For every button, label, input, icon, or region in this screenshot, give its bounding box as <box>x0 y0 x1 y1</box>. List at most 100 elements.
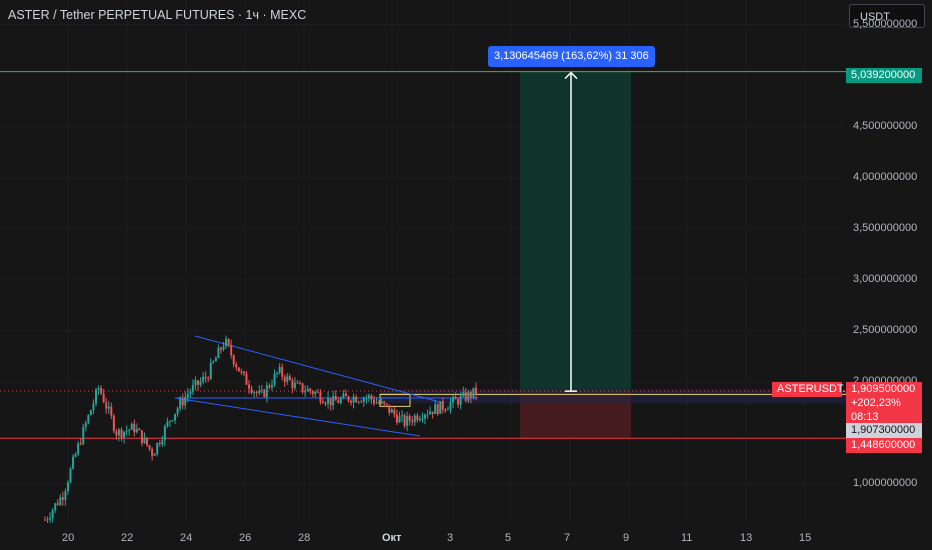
candle <box>449 398 452 414</box>
measure-arrow-head <box>564 71 578 80</box>
candle <box>250 385 253 395</box>
candle <box>398 411 401 424</box>
candle <box>390 407 393 413</box>
candle <box>163 424 166 447</box>
candle <box>265 381 268 403</box>
candle <box>184 391 187 410</box>
candle <box>186 387 189 403</box>
candle <box>166 417 169 428</box>
candle <box>355 394 358 403</box>
candle <box>66 479 69 495</box>
candle <box>462 386 465 398</box>
level-1-tag: 1,907300000 <box>846 423 922 438</box>
level-2-tag: 1,448600000 <box>846 438 922 453</box>
symbol-tag: ASTERUSDT.P <box>772 382 853 397</box>
candle <box>378 399 381 405</box>
candle <box>61 491 64 506</box>
candle <box>350 399 353 406</box>
candle <box>112 413 115 434</box>
candle <box>403 413 406 429</box>
candle <box>408 413 411 426</box>
candle <box>426 409 429 419</box>
candle <box>130 422 133 430</box>
candle <box>306 385 309 392</box>
candle <box>222 341 225 352</box>
time-axis-tick: 22 <box>121 532 134 544</box>
candle <box>140 430 143 447</box>
candle <box>242 370 245 376</box>
candle <box>439 401 442 415</box>
time-axis-tick: 26 <box>239 532 252 544</box>
candle <box>161 435 164 447</box>
candle <box>230 339 233 359</box>
time-axis-tick: 20 <box>62 532 75 544</box>
candle <box>418 415 421 422</box>
candle <box>316 388 319 393</box>
candle <box>56 499 59 506</box>
candle <box>446 406 449 411</box>
candle <box>84 420 87 432</box>
candle <box>212 360 215 364</box>
price-axis-tick: 4,500000000 <box>853 119 918 132</box>
candle <box>120 427 123 442</box>
price-axis-tick: 3,500000000 <box>853 221 918 234</box>
candle <box>454 392 457 400</box>
candle <box>100 385 103 395</box>
candle <box>375 397 378 405</box>
candle <box>46 516 49 523</box>
candle <box>406 411 409 432</box>
candle <box>436 403 439 416</box>
candle <box>237 367 240 372</box>
candle <box>444 408 447 413</box>
candle <box>49 512 52 523</box>
candle <box>411 415 414 426</box>
candle <box>431 411 434 419</box>
candle <box>319 389 322 405</box>
price-axis-tick: 4,000000000 <box>853 170 918 183</box>
candle <box>452 394 455 408</box>
candle <box>339 396 342 405</box>
candle <box>199 377 202 388</box>
range-zone <box>380 389 846 404</box>
candle <box>253 390 256 398</box>
candle <box>472 387 475 400</box>
candle <box>334 390 337 401</box>
candle <box>286 373 289 385</box>
candle <box>117 427 120 442</box>
candle <box>276 371 279 379</box>
candle <box>217 344 220 359</box>
change-tag: +202,23% <box>846 396 922 411</box>
candle <box>467 389 470 404</box>
candle <box>327 391 330 409</box>
currency-selector[interactable]: USDT <box>849 4 925 28</box>
candle <box>309 387 312 395</box>
time-axis-tick: 28 <box>298 532 311 544</box>
candle <box>87 414 90 425</box>
price-axis-tick: 5,500000000 <box>853 17 918 30</box>
candle <box>332 390 335 411</box>
price-axis-tick: 3,000000000 <box>853 272 918 285</box>
candle <box>191 379 194 396</box>
candle <box>138 427 141 431</box>
candle <box>123 431 126 444</box>
candle <box>248 380 251 394</box>
candle <box>227 337 230 348</box>
candle <box>128 429 131 436</box>
candle <box>202 371 205 385</box>
candle <box>153 453 156 456</box>
candle <box>204 371 207 383</box>
candle <box>92 399 95 415</box>
candle <box>225 335 228 349</box>
candle <box>372 395 375 407</box>
candle <box>240 368 243 375</box>
candle <box>413 413 416 427</box>
candle <box>278 363 281 375</box>
candle <box>102 388 105 404</box>
candle <box>156 442 159 457</box>
candle <box>77 441 80 457</box>
candle <box>321 397 324 404</box>
candle <box>311 389 314 398</box>
candle <box>383 400 386 407</box>
candle <box>232 354 235 368</box>
